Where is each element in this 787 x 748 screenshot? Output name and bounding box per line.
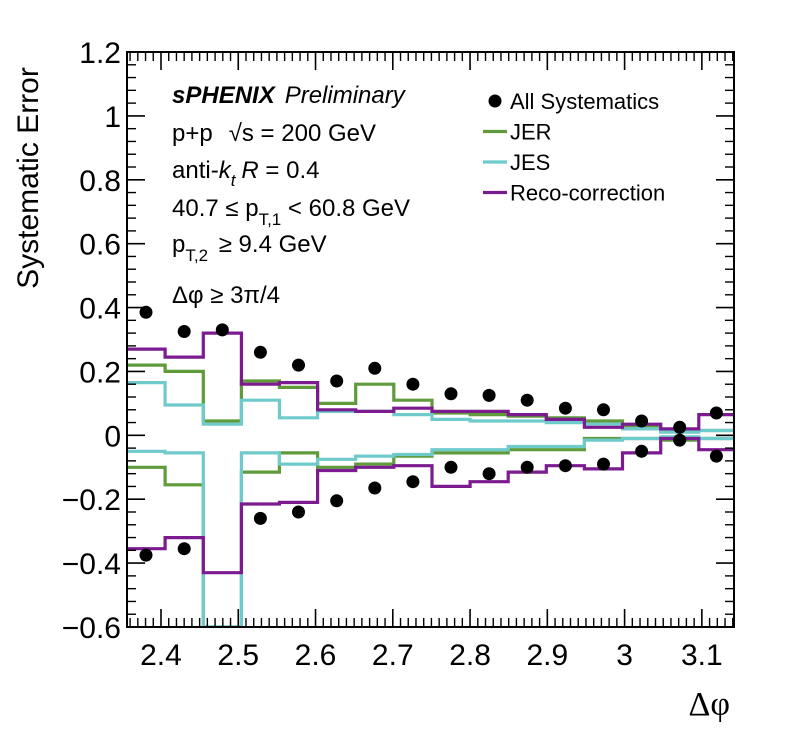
all-systematics-point (709, 449, 723, 463)
status-label: Preliminary (285, 82, 407, 109)
algo-prefix: anti- (172, 157, 219, 184)
legend-entry-jes: JES (483, 150, 550, 175)
x-tick-label: 2.7 (372, 639, 414, 672)
all-systematics-point (253, 345, 267, 359)
y-tick-label: −0.2 (62, 484, 121, 517)
all-systematics-point (520, 393, 534, 407)
legend-entry-all-systematics: All Systematics (488, 89, 659, 114)
plot-frame (126, 51, 735, 628)
y-tick-label: 0 (104, 420, 121, 453)
all-systematics-point (330, 494, 344, 508)
all-systematics-point (558, 459, 572, 473)
y-tick-label: 0.4 (79, 293, 121, 326)
all-systematics-point (444, 387, 458, 401)
experiment-label: sPHENIX Preliminary (172, 82, 407, 109)
all-systematics-point (635, 444, 649, 458)
all-systematics-point (558, 401, 572, 415)
legend-label-jes: JES (510, 150, 550, 175)
x-tick-label: 2.9 (526, 639, 568, 672)
pt2-prefix: p (172, 231, 185, 258)
y-tick-label: −0.6 (62, 612, 121, 645)
all-systematics-point (444, 460, 458, 474)
reco-correction-series (127, 331, 734, 575)
jes-upper-line (127, 381, 734, 434)
legend-entry-jer: JER (483, 120, 552, 145)
pt1-range: < 60.8 GeV (281, 195, 410, 222)
x-tick-label: 3.1 (681, 639, 723, 672)
algo-k: k (219, 157, 233, 184)
x-tick-label: 2.5 (217, 639, 259, 672)
x-axis-label: Δφ (689, 686, 731, 723)
pt1-prefix: 40.7 ≤ p (172, 195, 259, 222)
all-systematics-point (482, 467, 496, 481)
algo-k-subscript: t (231, 171, 237, 190)
all-systematics-point (673, 433, 687, 447)
subleading-pt-cut-label: pT,2 ≥ 9.4 GeV (172, 231, 327, 265)
x-tick-label: 3 (616, 639, 633, 672)
all-systematics-point (292, 505, 305, 519)
annotation-block: sPHENIX Preliminary p+p √s = 200 GeV anti-… (172, 82, 410, 309)
all-systematics-point (597, 457, 610, 471)
all-systematics-point (330, 374, 344, 388)
all-systematics-point (709, 406, 723, 420)
axes-layer: −0.6 −0.4 −0.2 0 0.2 0.4 0.6 0.8 1 1.2 2.4 2.5 2.6 2.… (62, 37, 734, 672)
x-tick-label: 2.8 (449, 639, 491, 672)
y-tick-label: 1 (104, 101, 121, 134)
legend-marker-all-systematics (488, 94, 502, 108)
all-systematics-point (368, 361, 382, 375)
all-systematics-point (368, 481, 382, 495)
dphi-cut-label: Δφ ≥ 3π/4 (172, 282, 280, 309)
experiment-name: sPHENIX (172, 82, 277, 109)
all-systematics-point (253, 511, 267, 525)
jes-series (127, 381, 734, 627)
pt1-subscript: T,1 (259, 210, 282, 229)
pt2-threshold: ≥ 9.4 GeV (212, 231, 327, 258)
y-tick-label: 0.8 (79, 165, 121, 198)
all-systematics-point (406, 377, 420, 391)
y-tick-label: 0.6 (79, 229, 121, 262)
all-systematics-point (292, 358, 305, 372)
y-tick-label: −0.4 (62, 548, 121, 581)
jer-series (127, 363, 734, 627)
all-systematics-series (139, 305, 723, 562)
algo-radius-value: = 0.4 (259, 157, 320, 184)
collision-system: p+p (172, 120, 213, 147)
all-systematics-point (597, 403, 610, 417)
sqrt-symbol: √ (229, 120, 243, 147)
energy-value: s = 200 GeV (242, 120, 376, 147)
all-systematics-point (177, 325, 191, 338)
algo-radius: R (241, 157, 258, 184)
all-systematics-point (406, 475, 420, 489)
x-tick-label: 2.4 (140, 639, 182, 672)
y-tick-label: 0.2 (79, 356, 121, 389)
all-systematics-point (215, 323, 229, 337)
leading-pt-cut-label: 40.7 ≤ pT,1 < 60.8 GeV (172, 195, 410, 229)
all-systematics-point (635, 414, 649, 428)
legend-label-reco-correction: Reco-correction (510, 181, 665, 206)
all-systematics-point (139, 305, 153, 319)
all-systematics-point (520, 460, 534, 474)
all-systematics-point (177, 542, 191, 556)
reco-correction-lower-line (127, 436, 734, 575)
reco-correction-upper-line (127, 331, 734, 431)
x-tick-label: 2.6 (295, 639, 337, 672)
legend-label-jer: JER (510, 120, 552, 145)
series-layer (127, 305, 734, 627)
y-axis-label: Systematic Error (12, 67, 45, 289)
jet-algorithm-label: anti-kt R = 0.4 (172, 157, 319, 190)
all-systematics-point (139, 548, 153, 562)
jes-lower-line (127, 435, 734, 627)
all-systematics-point (482, 388, 496, 402)
y-tick-label: 1.2 (79, 37, 121, 70)
legend-label-all-systematics: All Systematics (510, 89, 659, 114)
pt2-subscript: T,2 (185, 246, 208, 265)
collision-energy-label: p+p √s = 200 GeV (172, 120, 376, 147)
legend-entry-reco-correction: Reco-correction (483, 181, 665, 206)
legend: All Systematics JER JES Reco-correction (483, 89, 665, 206)
all-systematics-point (673, 420, 687, 434)
